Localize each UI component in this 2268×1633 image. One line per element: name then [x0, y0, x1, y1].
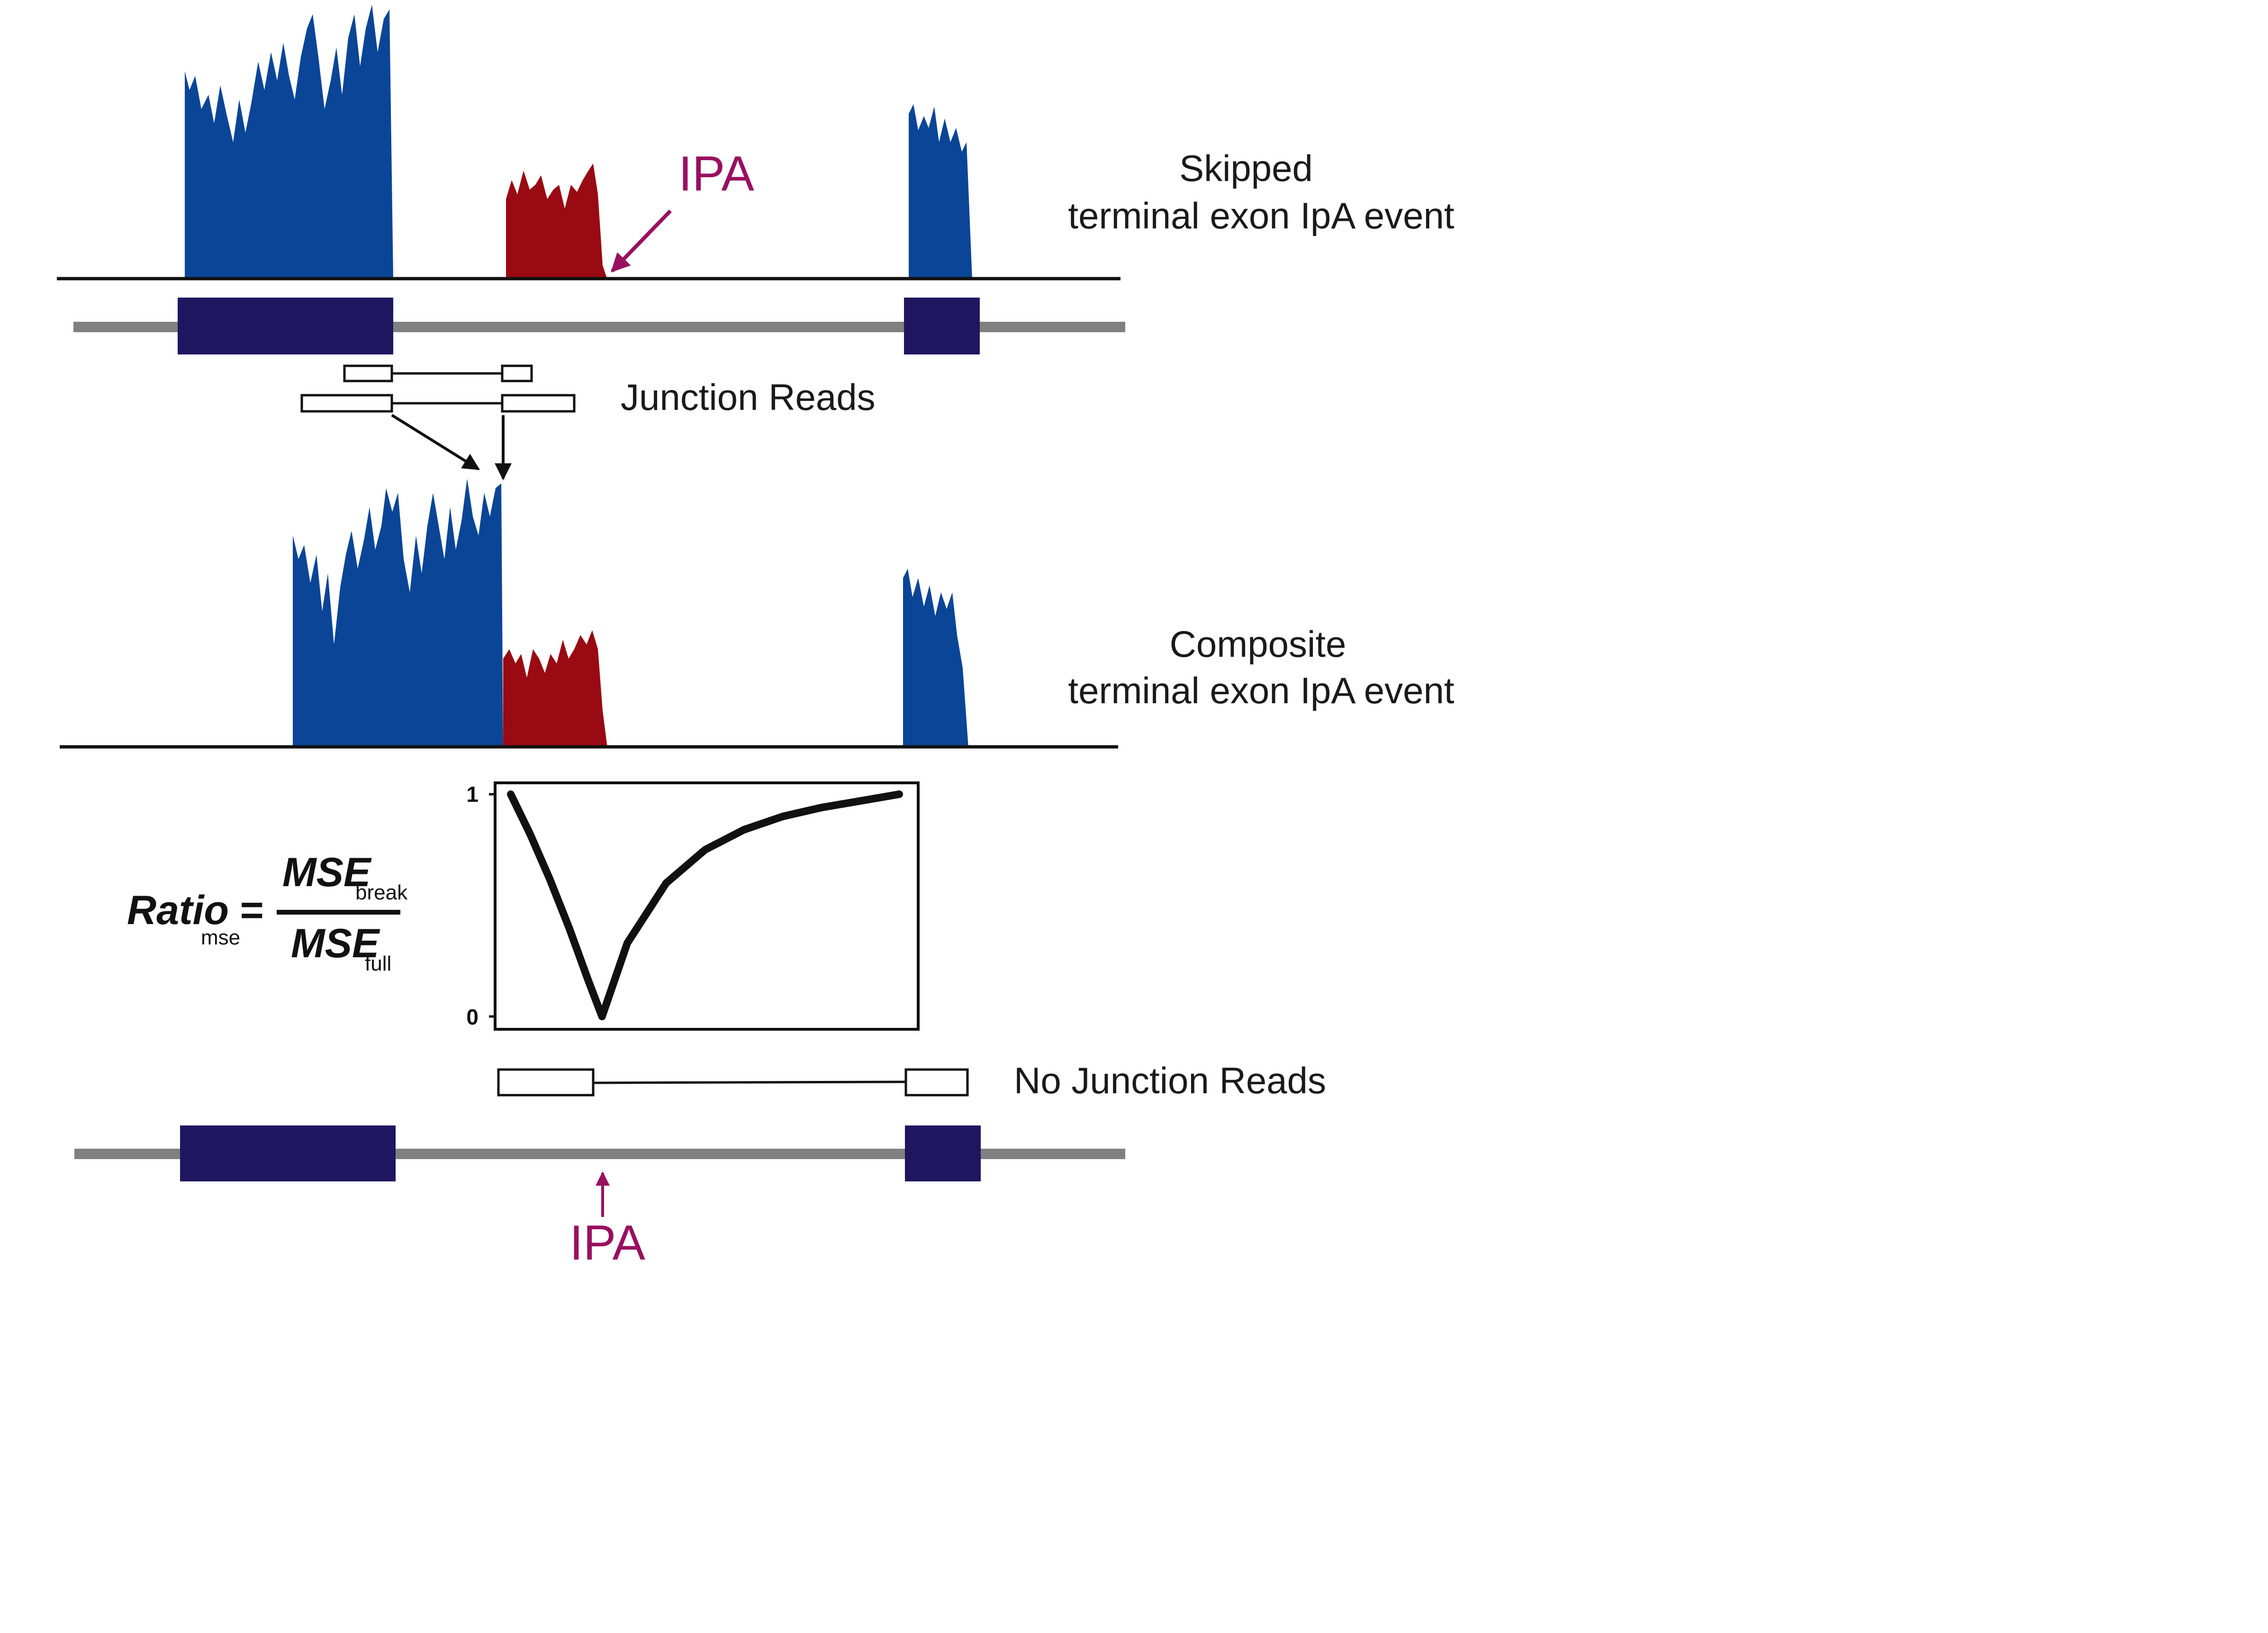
equation-numerator: MSE [282, 850, 372, 895]
no-junction-reads-label: No Junction Reads [1014, 1060, 1326, 1101]
equation-denominator: MSE [291, 921, 380, 966]
junction-read-1-block-a [343, 364, 393, 382]
no-junction-read [497, 1068, 969, 1097]
junction-read-1-block-b [501, 364, 533, 382]
junction-reads [300, 364, 576, 481]
equation-denominator-subscript: full [365, 952, 391, 975]
coverage-peak-ipa-red-top [506, 163, 607, 280]
coverage-peak-exon3-composite [903, 569, 968, 748]
junction-reads-label: Junction Reads [621, 376, 876, 418]
composite-event-coverage-track [60, 479, 1118, 749]
read-split-line [593, 1080, 906, 1084]
read-block-right [904, 1068, 969, 1097]
mse-ratio-chart: 1 0 [466, 781, 920, 1031]
skipped-title-line1: Skipped [1179, 147, 1313, 189]
equation-lhs-subscript: mse [201, 926, 240, 949]
junction-arrow-diagonal [391, 414, 480, 471]
coverage-peak-exon3-top [909, 104, 972, 280]
junction-read-2-block-b [501, 394, 576, 413]
composite-title-line1: Composite [1170, 623, 1346, 665]
gene-model-top [73, 298, 1125, 354]
equation-equals: = [239, 888, 263, 933]
ipa-label-bottom: IPA [569, 1216, 646, 1270]
mse-ratio-equation: Ratio mse = MSE break MSE full [127, 850, 408, 975]
read-block-left [497, 1068, 595, 1097]
ipa-annotation-bottom: IPA [569, 1171, 646, 1270]
chart-tick-label-1: 1 [466, 782, 479, 807]
ipa-arrow-top [611, 209, 672, 272]
exon-1-bottom [180, 1125, 396, 1181]
exon-3-bottom [905, 1125, 981, 1181]
ipa-label-top: IPA [678, 146, 755, 201]
skipped-title-line2: terminal exon IpA event [1068, 195, 1454, 236]
coverage-peak-exon1-top [185, 5, 393, 280]
composite-title-line2: terminal exon IpA event [1068, 670, 1454, 711]
equation-lhs: Ratio [127, 888, 229, 933]
chart-tick-label-0: 0 [466, 1005, 479, 1029]
chart-frame [494, 781, 920, 1031]
exon-3-top [904, 298, 980, 354]
chart-series-line [507, 790, 903, 1020]
skipped-event-coverage-track [57, 5, 1120, 281]
ipa-annotation-top: IPA [611, 146, 755, 272]
coverage-peak-ipa-red-composite [503, 630, 607, 748]
equation-numerator-subscript: break [355, 881, 408, 904]
coverage-peak-exon1-composite [293, 479, 503, 748]
exon-1-top [178, 298, 393, 354]
gene-model-bottom [74, 1125, 1125, 1181]
junction-read-2-block-a [300, 394, 393, 413]
